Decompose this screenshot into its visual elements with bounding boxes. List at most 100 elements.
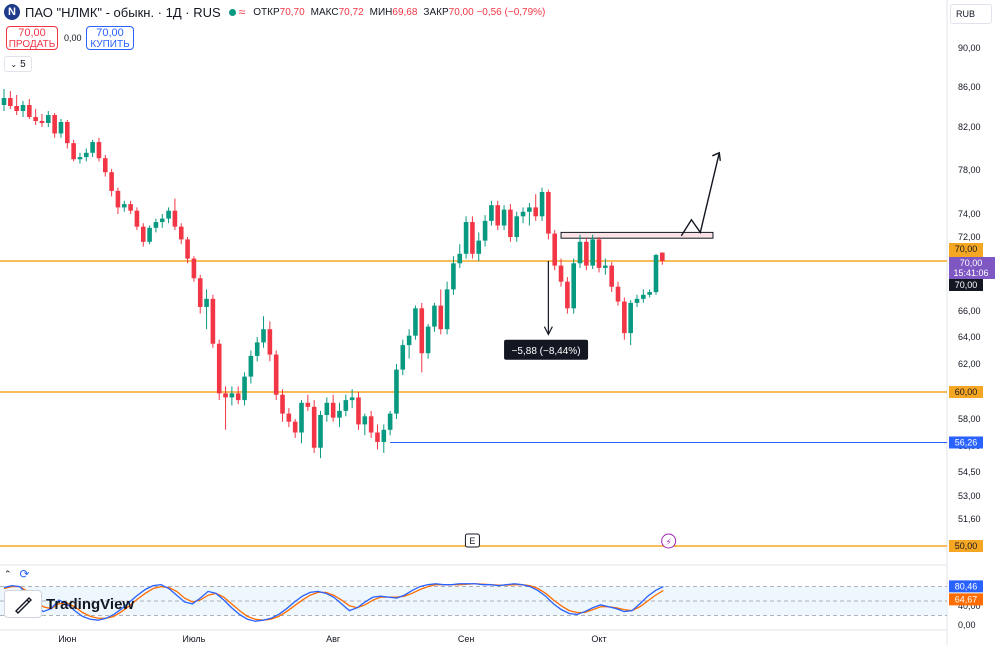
candle-body	[362, 416, 368, 425]
candle-body	[533, 207, 539, 217]
price-tick-label: 90,00	[958, 43, 981, 53]
candle-body	[77, 157, 83, 160]
candle-body	[438, 305, 444, 330]
nlmk-logo: N	[4, 4, 20, 20]
sell-label: ПРОДАТЬ	[8, 39, 56, 50]
resistance-zone	[560, 231, 714, 239]
level-price-tag	[949, 386, 983, 398]
candle-body	[476, 240, 482, 254]
candle-body	[33, 117, 38, 121]
draw-tool-icon[interactable]	[4, 590, 42, 618]
price-tick-label: 78,00	[958, 165, 981, 175]
chart-header: N ПАО "НЛМК" - обыкн. · 1Д · RUS ≈ ОТКР7…	[4, 4, 545, 20]
candle-body	[128, 204, 133, 211]
candle-body	[482, 220, 488, 241]
measure-badge	[504, 339, 589, 360]
candle-body	[178, 226, 184, 240]
stoch-k-line	[3, 583, 664, 622]
ohlc-item: МАКС70,72	[311, 7, 364, 18]
buy-price: 70,00	[96, 27, 124, 39]
candle-body	[318, 414, 323, 448]
currency-label: RUB	[956, 9, 976, 19]
candle-body	[292, 421, 298, 433]
candle-body	[520, 211, 526, 217]
candle-body	[444, 289, 450, 330]
ohlc-item: ЗАКР70,00 −0,56 (−0,79%)	[423, 7, 545, 18]
stoch-d-line	[3, 583, 664, 621]
candle-body	[501, 209, 507, 226]
price-tick-label: 58,00	[958, 414, 981, 424]
candle-body	[147, 227, 152, 242]
candle-body	[508, 209, 513, 237]
ohlc-item: МИН69,68	[370, 7, 418, 18]
candle-body	[261, 329, 266, 343]
time-tick-label: Авг	[326, 634, 341, 644]
collapse-chevron-icon[interactable]: ⌃	[4, 568, 12, 579]
measure-arrow-head	[543, 326, 553, 336]
price-label: 70,00	[955, 244, 978, 254]
candle-body	[286, 413, 292, 422]
indicators-toggle[interactable]: ⌄ 5	[4, 56, 32, 72]
stoch-tick-label: 0,00	[958, 620, 976, 630]
candle-body	[349, 397, 355, 401]
candle-body	[39, 121, 45, 123]
candle-body	[267, 329, 273, 355]
status-dot-icon	[228, 8, 236, 16]
candle-body	[115, 190, 121, 208]
candle-body	[356, 397, 361, 425]
symbol-title[interactable]: ПАО "НЛМК" - обыкн. · 1Д · RUS	[25, 4, 221, 20]
candle-body	[470, 222, 475, 254]
candle-body	[577, 241, 583, 264]
market-status[interactable]: ≈	[226, 5, 249, 19]
price-tick-label: 82,00	[958, 122, 981, 132]
candle-body	[571, 263, 576, 309]
level-price-label: 56,26	[955, 437, 978, 447]
candle-body	[159, 218, 165, 223]
candle-body	[609, 265, 614, 287]
candle-body	[463, 222, 469, 254]
candle-body	[121, 204, 127, 208]
ohlc-value: 70,72	[338, 6, 364, 18]
candle-body	[343, 400, 349, 411]
candle-body	[83, 152, 89, 158]
candle-body	[647, 292, 652, 295]
price-tick-label: 54,50	[958, 467, 981, 477]
price-tick-label: 64,00	[958, 332, 981, 342]
dividend-marker-label: ⚡	[665, 538, 671, 548]
sell-button[interactable]: 70,00 ПРОДАТЬ	[6, 26, 58, 50]
level-price-label: 60,00	[955, 387, 978, 397]
last-price-label: 70,00	[960, 258, 983, 268]
ohlc-values: ОТКР70,70 МАКС70,72 МИН69,68 ЗАКР70,00 −0,5…	[253, 7, 545, 18]
candle-body	[558, 265, 564, 282]
candle-body	[622, 301, 627, 334]
candle-body	[539, 192, 545, 217]
candle-body	[134, 210, 140, 227]
stoch-tick-label: 40,00	[958, 601, 981, 611]
candle-body	[368, 416, 374, 433]
ohlc-value: 70,00 −0,56 (−0,79%)	[448, 6, 546, 18]
earnings-marker	[464, 533, 480, 548]
earnings-marker-label: E	[469, 536, 475, 546]
candle-body	[140, 226, 146, 242]
ohlc-value: 70,70	[279, 6, 305, 18]
buy-button[interactable]: 70,00 КУПИТЬ	[86, 26, 134, 50]
price-tick-label: 51,60	[958, 514, 981, 524]
currency-selector[interactable]: RUB	[950, 4, 992, 24]
candle-body	[204, 298, 209, 307]
level-price-label: 50,00	[955, 541, 978, 551]
candle-body	[102, 158, 108, 173]
stoch-d-value: 64,67	[955, 594, 978, 604]
time-tick-label: Окт	[591, 634, 606, 644]
refresh-icon[interactable]: ⟳	[19, 567, 30, 581]
sell-price: 70,00	[18, 27, 46, 39]
price-label-tag	[949, 279, 983, 291]
candle-body	[52, 115, 57, 134]
candle-body	[337, 410, 342, 418]
candle-body	[596, 239, 602, 268]
candle-body	[565, 281, 570, 309]
candle-body	[223, 393, 228, 398]
candle-body	[20, 105, 26, 111]
candle-body	[242, 376, 247, 401]
candle-body	[172, 210, 178, 227]
